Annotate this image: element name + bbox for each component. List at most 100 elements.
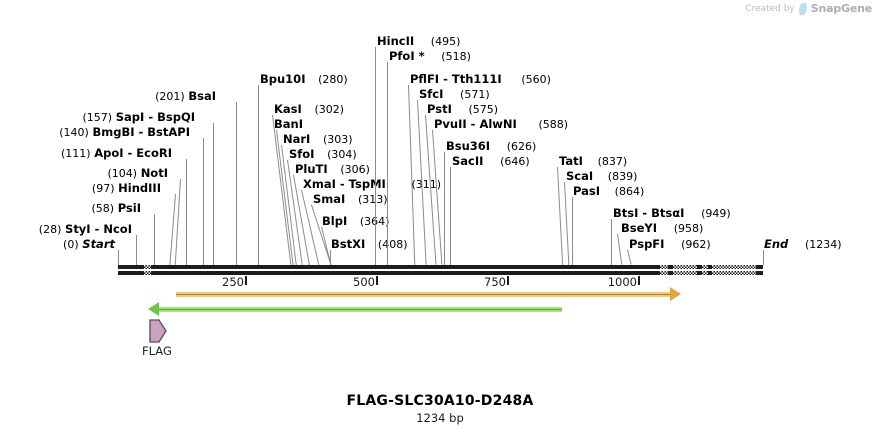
- leader-line-pasi: [572, 197, 573, 265]
- enzyme-label-pvuii-alwni[interactable]: PvuII - AlwNI (588): [434, 118, 568, 131]
- enzyme-position: (646): [500, 155, 530, 168]
- plasmid-size: 1234 bp: [416, 411, 464, 425]
- sequence-gap-region: [702, 271, 708, 275]
- enzyme-label-blpi[interactable]: BlpI (364): [322, 215, 389, 228]
- enzyme-label-start[interactable]: (0) Start: [63, 238, 115, 251]
- enzyme-label-bstxi[interactable]: BstXI (408): [331, 238, 408, 251]
- enzyme-name: ApoI - EcoRI: [94, 146, 172, 160]
- enzyme-label-kasi[interactable]: KasI (302): [274, 103, 344, 116]
- enzyme-label-pluti[interactable]: PluTI (306): [295, 163, 370, 176]
- enzyme-position: (364): [360, 215, 390, 228]
- enzyme-label-hincii[interactable]: HincII (495): [377, 35, 460, 48]
- enzyme-label-noti[interactable]: (104) NotI: [107, 167, 168, 180]
- leader-line-pspfi: [627, 249, 632, 265]
- enzyme-label-apoi-ecori[interactable]: (111) ApoI - EcoRI: [61, 147, 172, 160]
- enzyme-label-btsi-btsai[interactable]: BtsI - BtsαI (949): [613, 207, 731, 220]
- enzyme-position: (303): [323, 133, 353, 146]
- enzyme-name: PfoI *: [389, 49, 425, 63]
- enzyme-label-psti[interactable]: PstI (575): [427, 103, 498, 116]
- ruler-label-500: 500: [353, 275, 375, 289]
- enzyme-label-sapi-bspqi[interactable]: (157) SapI - BspQI: [83, 111, 195, 124]
- enzyme-name: BmgBI - BstAPI: [92, 125, 190, 139]
- leader-line-bsu36i: [444, 152, 445, 265]
- enzyme-position: (962): [681, 238, 711, 251]
- enzyme-label-styi-ncoi[interactable]: (28) StyI - NcoI: [39, 223, 132, 236]
- leader-line-bsai: [236, 102, 237, 265]
- ruler-tick-250: [245, 276, 247, 285]
- enzyme-position: (626): [506, 140, 537, 153]
- enzyme-position: (58): [91, 202, 115, 215]
- sequence-backbone-lower[interactable]: [118, 271, 763, 275]
- enzyme-label-bani[interactable]: BanI: [274, 118, 312, 131]
- leader-line-bpu10i: [258, 85, 259, 265]
- enzyme-name: SapI - BspQI: [115, 110, 195, 124]
- leader-line-btsi: [611, 219, 612, 265]
- enzyme-position: (157): [82, 111, 113, 124]
- feature-green-arrowhead-left[interactable]: [148, 302, 159, 316]
- enzyme-label-bmgbi-bstapi[interactable]: (140) BmgBI - BstAPI: [59, 126, 190, 139]
- enzyme-label-pspfi[interactable]: PspFI (962): [629, 238, 711, 251]
- enzyme-name: Start: [82, 237, 115, 251]
- leader-line-end: [763, 250, 764, 265]
- enzyme-name: PstI: [427, 102, 452, 116]
- enzyme-name: PluTI: [295, 162, 328, 176]
- enzyme-label-bpu10i[interactable]: Bpu10I (280): [260, 73, 348, 86]
- enzyme-name: TatI: [559, 154, 583, 168]
- enzyme-position: (518): [441, 50, 471, 63]
- enzyme-label-sacii[interactable]: SacII (646): [452, 155, 530, 168]
- feature-flag-shape[interactable]: [148, 318, 168, 344]
- enzyme-position: (0): [63, 238, 79, 251]
- ruler-label-1000: 1000: [607, 275, 637, 289]
- leader-line-pfoi: [387, 62, 388, 265]
- sequence-gap-region: [144, 265, 151, 269]
- enzyme-label-pflfi-tth111i[interactable]: PflFI - Tth111I (560): [410, 73, 551, 86]
- enzyme-position: (958): [673, 222, 704, 235]
- enzyme-name: StyI - NcoI: [65, 222, 132, 236]
- enzyme-name: PspFI: [629, 237, 665, 251]
- enzyme-label-scai[interactable]: ScaI (839): [566, 170, 637, 183]
- enzyme-label-pfoi[interactable]: PfoI * (518): [389, 50, 471, 63]
- feature-green-body[interactable]: [159, 307, 562, 312]
- enzyme-position: (201): [155, 90, 185, 103]
- enzyme-name: Bpu10I: [260, 72, 306, 86]
- enzyme-label-nari[interactable]: NarI (303): [283, 133, 353, 146]
- enzyme-label-hindiii[interactable]: (97) HindIII: [92, 182, 161, 195]
- enzyme-name: XmaI - TspMI: [303, 177, 386, 191]
- enzyme-label-end[interactable]: End (1234): [764, 238, 842, 251]
- feature-orange-arrowhead-right[interactable]: [670, 287, 681, 301]
- enzyme-name: BsaI: [188, 89, 216, 103]
- enzyme-label-xmai-tspmi[interactable]: XmaI - TspMI (311): [303, 178, 441, 191]
- ruler-tick-1000: [638, 276, 640, 285]
- enzyme-position: (313): [357, 193, 388, 206]
- enzyme-name: NotI: [140, 166, 168, 180]
- enzyme-label-pasi[interactable]: PasI (864): [573, 185, 644, 198]
- enzyme-position: (560): [521, 73, 551, 86]
- enzyme-position: (302): [314, 103, 345, 116]
- sequence-gap-region: [712, 271, 756, 275]
- sequence-backbone[interactable]: [118, 265, 763, 269]
- leader-line-sacii: [450, 167, 451, 265]
- enzyme-label-smai[interactable]: SmaI (313): [313, 193, 388, 206]
- enzyme-label-sfoi[interactable]: SfoI (304): [289, 148, 357, 161]
- enzyme-label-bsu36i[interactable]: Bsu36I (626): [446, 140, 536, 153]
- enzyme-name: SmaI: [313, 192, 346, 206]
- sequence-gap-region: [144, 271, 151, 275]
- watermark-prefix: Created by: [745, 3, 795, 14]
- sequence-gap-region: [712, 265, 756, 269]
- feature-flag-label: FLAG: [142, 344, 172, 358]
- leader-line-bmgbi: [203, 138, 204, 265]
- enzyme-name: PsiI: [117, 201, 141, 215]
- enzyme-label-bsai[interactable]: (201) BsaI: [155, 90, 216, 103]
- ruler-label-250: 250: [222, 275, 244, 289]
- enzyme-label-psii[interactable]: (58) PsiI: [91, 202, 141, 215]
- enzyme-position: (1234): [804, 238, 842, 251]
- enzyme-position: (104): [107, 167, 138, 180]
- enzyme-name: KasI: [274, 102, 302, 116]
- watermark-brand: SnapGene: [810, 2, 872, 15]
- feature-orange-body[interactable]: [176, 292, 671, 297]
- enzyme-label-tati[interactable]: TatI (837): [559, 155, 627, 168]
- enzyme-label-sfci[interactable]: SfcI (571): [419, 88, 490, 101]
- enzyme-label-bseyi[interactable]: BseYI (958): [621, 222, 703, 235]
- enzyme-name: BseYI: [621, 221, 658, 235]
